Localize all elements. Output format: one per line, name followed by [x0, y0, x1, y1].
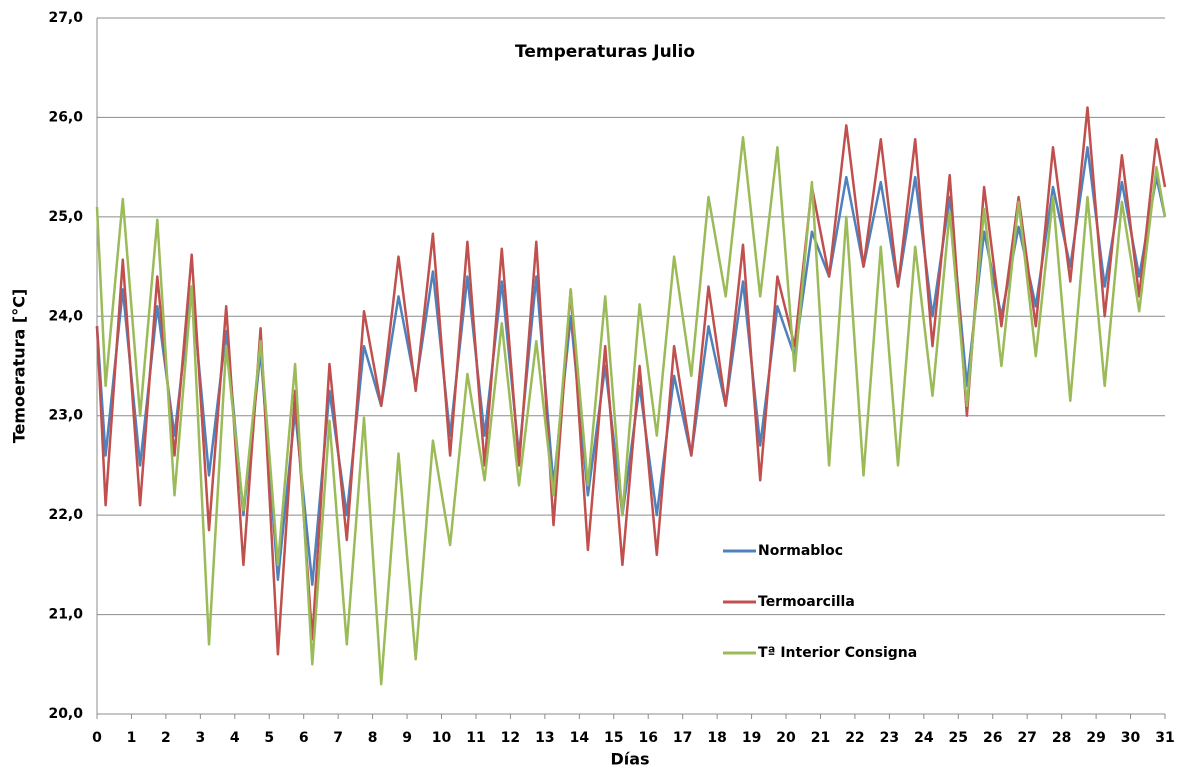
x-tick-label: 6: [299, 730, 309, 746]
x-tick-label: 0: [92, 730, 102, 746]
x-tick-label: 29: [1086, 730, 1105, 746]
x-tick-label: 2: [161, 730, 171, 746]
series-line: [95, 136, 1167, 686]
x-tick-label: 5: [264, 730, 274, 746]
x-tick-label: 17: [673, 730, 692, 746]
legend-label: Normabloc: [758, 543, 843, 559]
y-tick-label: 24,0: [48, 308, 83, 324]
x-tick-label: 10: [432, 730, 452, 746]
x-tick-label: 4: [230, 730, 240, 746]
x-tick-label: 30: [1121, 730, 1141, 746]
x-tick-label: 12: [501, 730, 520, 746]
x-tick-label: 1: [127, 730, 137, 746]
y-tick-label: 22,0: [48, 507, 83, 523]
series-line: [95, 106, 1167, 656]
x-tick-label: 11: [466, 730, 485, 746]
x-tick-label: 23: [880, 730, 899, 746]
x-tick-label: 27: [1017, 730, 1036, 746]
x-tick-label: 3: [195, 730, 205, 746]
y-tick-label: 25,0: [48, 209, 83, 225]
x-tick-label: 7: [333, 730, 343, 746]
x-tick-label: 19: [742, 730, 761, 746]
y-tick-label: 26,0: [48, 109, 83, 125]
x-tick-label: 15: [604, 730, 623, 746]
x-axis-label: Días: [610, 750, 649, 769]
x-tick-label: 20: [776, 730, 796, 746]
x-tick-label: 13: [535, 730, 554, 746]
x-tick-label: 22: [845, 730, 864, 746]
x-tick-label: 9: [402, 730, 412, 746]
x-tick-label: 25: [949, 730, 968, 746]
x-tick-label: 28: [1052, 730, 1071, 746]
x-tick-label: 21: [811, 730, 830, 746]
x-tick-label: 26: [983, 730, 1002, 746]
x-tick-label: 8: [368, 730, 378, 746]
y-tick-label: 27,0: [48, 10, 83, 26]
y-tick-label: 23,0: [48, 408, 83, 424]
y-axis-label: Temoeratura [°C]: [10, 289, 29, 444]
x-tick-label: 16: [638, 730, 657, 746]
x-tick-label: 31: [1155, 730, 1174, 746]
legend-label: Tª Interior Consigna: [758, 645, 917, 661]
x-tick-label: 24: [914, 730, 934, 746]
legend-label: Termoarcilla: [758, 594, 855, 610]
y-tick-label: 21,0: [48, 607, 83, 623]
y-tick-label: 20,0: [48, 706, 83, 722]
chart-title: Temperaturas Julio: [515, 42, 695, 62]
x-tick-label: 18: [707, 730, 726, 746]
x-tick-label: 14: [570, 730, 590, 746]
